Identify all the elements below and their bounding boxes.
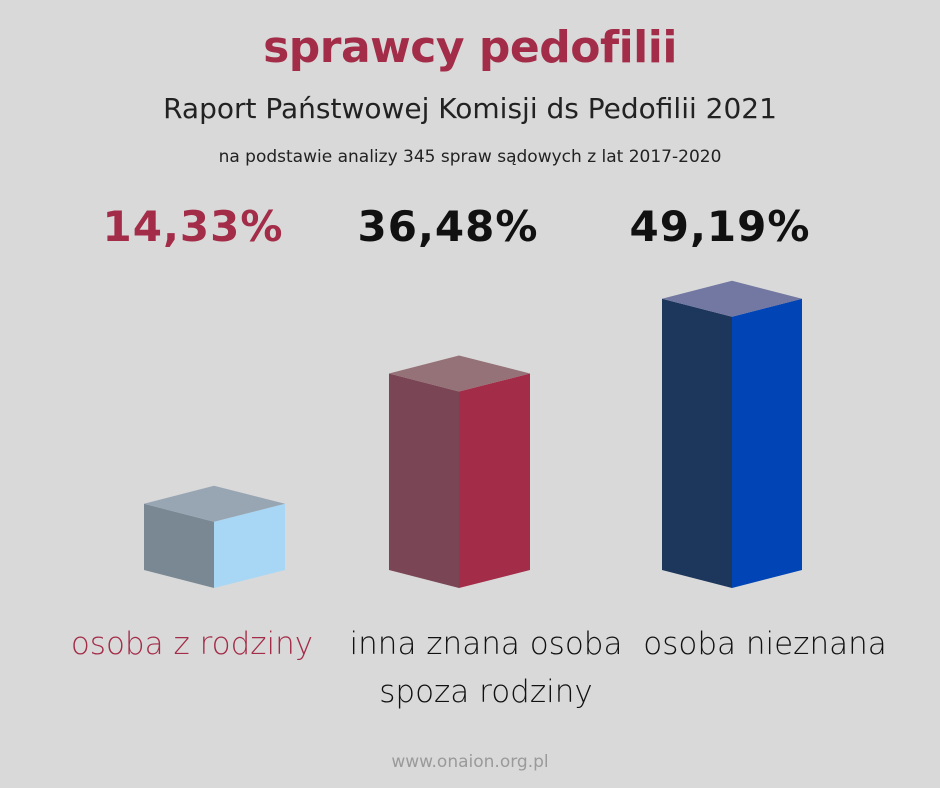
value-label-2: 36,48% — [357, 202, 539, 251]
bar-2-left-face — [389, 373, 459, 588]
chart-note: na podstawie analizy 345 spraw sądowych … — [218, 147, 722, 167]
value-label-1: 14,33% — [102, 202, 284, 251]
bar-1-top-face — [144, 485, 285, 522]
category-label-2: inna znana osoba spoza rodziny — [336, 620, 636, 716]
category-label-3-line-1: osoba nieznana — [643, 626, 887, 662]
category-label-2-line-2: spoza rodziny — [379, 674, 593, 710]
chart-subtitle: Raport Państwowej Komisji ds Pedofilii 2… — [163, 92, 777, 125]
bar-3-right-face — [732, 298, 802, 588]
bar-1-right-face — [214, 503, 285, 588]
value-label-3: 49,19% — [629, 202, 811, 251]
chart-title: sprawcy pedofilii — [263, 22, 677, 73]
bar-2-top-face — [389, 355, 530, 392]
bar-3-top-face — [662, 280, 802, 317]
category-label-3: osoba nieznana — [615, 620, 915, 668]
bar-3 — [662, 280, 802, 588]
bar-2 — [389, 355, 530, 588]
bar-2-right-face — [459, 373, 530, 588]
category-label-1-line-1: osoba z rodziny — [70, 626, 314, 662]
bar-3-left-face — [662, 298, 732, 588]
category-label-1: osoba z rodziny — [42, 620, 342, 668]
bar-1 — [144, 485, 285, 588]
category-label-2-line-1: inna znana osoba — [349, 626, 623, 662]
bar-1-left-face — [144, 503, 214, 588]
footer-url: www.onaion.org.pl — [391, 752, 549, 772]
